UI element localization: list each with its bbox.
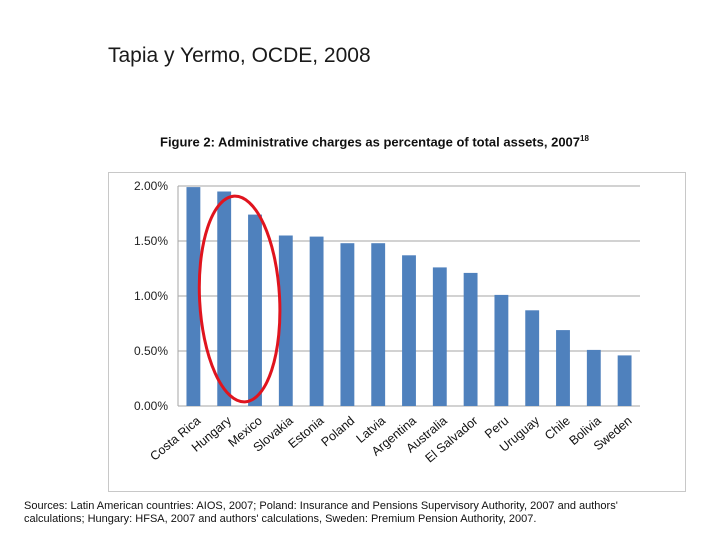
x-tick-label: Poland [319, 414, 358, 450]
bar-australia [432, 267, 447, 406]
bar-mexico [248, 214, 262, 406]
y-tick-label: 0.50% [134, 344, 168, 358]
sources-line-2: calculations; Hungary: HFSA, 2007 and au… [24, 512, 537, 525]
figure-footnote-ref: 18 [580, 134, 589, 143]
bar-latvia [371, 243, 386, 406]
bar-estonia [309, 236, 324, 406]
y-tick-label: 0.00% [134, 399, 168, 413]
bar-uruguay [525, 310, 540, 406]
bar-poland [340, 243, 355, 406]
slide-title: Tapia y Yermo, OCDE, 2008 [108, 44, 371, 67]
bar-costa-rica [186, 187, 201, 406]
bar-el-salvador [463, 272, 478, 406]
bar-chart: 0.00%0.50%1.00%1.50%2.00%Costa RicaHunga… [134, 179, 640, 465]
highlight-ellipse [197, 194, 282, 404]
figure-title: Figure 2: Administrative charges as perc… [160, 134, 589, 149]
sources-note: Sources: Latin American countries: AIOS,… [24, 500, 704, 525]
y-tick-label: 2.00% [134, 179, 168, 193]
figure-title-text: Figure 2: Administrative charges as perc… [160, 134, 581, 150]
bar-peru [494, 294, 509, 406]
y-tick-label: 1.50% [134, 234, 168, 248]
chart-frame [108, 172, 686, 492]
bar-argentina [402, 255, 416, 406]
bar-bolivia [586, 349, 601, 406]
x-tick-label: Estonia [286, 414, 327, 452]
bar-hungary [217, 191, 232, 406]
bar-sweden [617, 355, 632, 406]
bar-chile [556, 330, 570, 406]
sources-line-1: Sources: Latin American countries: AIOS,… [24, 500, 618, 512]
y-tick-label: 1.00% [134, 289, 168, 303]
bar-slovakia [278, 235, 293, 406]
